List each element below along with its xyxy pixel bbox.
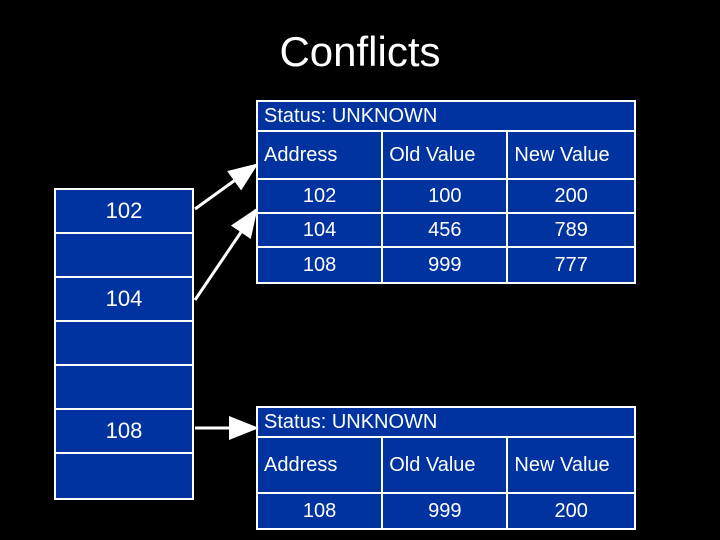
memory-cell: 108	[56, 410, 192, 454]
cell-address: 108	[258, 248, 383, 282]
cell-new: 777	[508, 248, 634, 282]
header-address: Address	[258, 132, 383, 178]
top-transaction-table: Status: UNKNOWN Address Old Value New Va…	[256, 100, 636, 284]
cell-address: 108	[258, 494, 383, 528]
header-new-value: New Value	[508, 132, 634, 178]
arrow-line	[195, 165, 256, 209]
memory-cell	[56, 322, 192, 366]
table-header: Address Old Value New Value	[258, 132, 634, 180]
arrow-line	[195, 210, 256, 300]
cell-old: 999	[383, 494, 508, 528]
header-address: Address	[258, 438, 383, 492]
memory-cell	[56, 454, 192, 498]
memory-cell	[56, 234, 192, 278]
cell-new: 200	[508, 180, 634, 212]
status-label: Status: UNKNOWN	[258, 408, 634, 438]
memory-cell: 104	[56, 278, 192, 322]
cell-old: 456	[383, 214, 508, 246]
bottom-transaction-table: Status: UNKNOWN Address Old Value New Va…	[256, 406, 636, 530]
cell-new: 789	[508, 214, 634, 246]
cell-address: 102	[258, 180, 383, 212]
memory-cell	[56, 366, 192, 410]
table-row: 108 999 200	[258, 494, 634, 528]
cell-old: 100	[383, 180, 508, 212]
page-title: Conflicts	[0, 28, 720, 76]
header-old-value: Old Value	[383, 132, 508, 178]
cell-old: 999	[383, 248, 508, 282]
table-row: 102 100 200	[258, 180, 634, 214]
table-header: Address Old Value New Value	[258, 438, 634, 494]
memory-grid: 102 104 108	[54, 188, 194, 500]
memory-cell: 102	[56, 190, 192, 234]
cell-new: 200	[508, 494, 634, 528]
header-old-value: Old Value	[383, 438, 508, 492]
table-row: 104 456 789	[258, 214, 634, 248]
cell-address: 104	[258, 214, 383, 246]
table-row: 108 999 777	[258, 248, 634, 282]
status-label: Status: UNKNOWN	[258, 102, 634, 132]
header-new-value: New Value	[508, 438, 634, 492]
